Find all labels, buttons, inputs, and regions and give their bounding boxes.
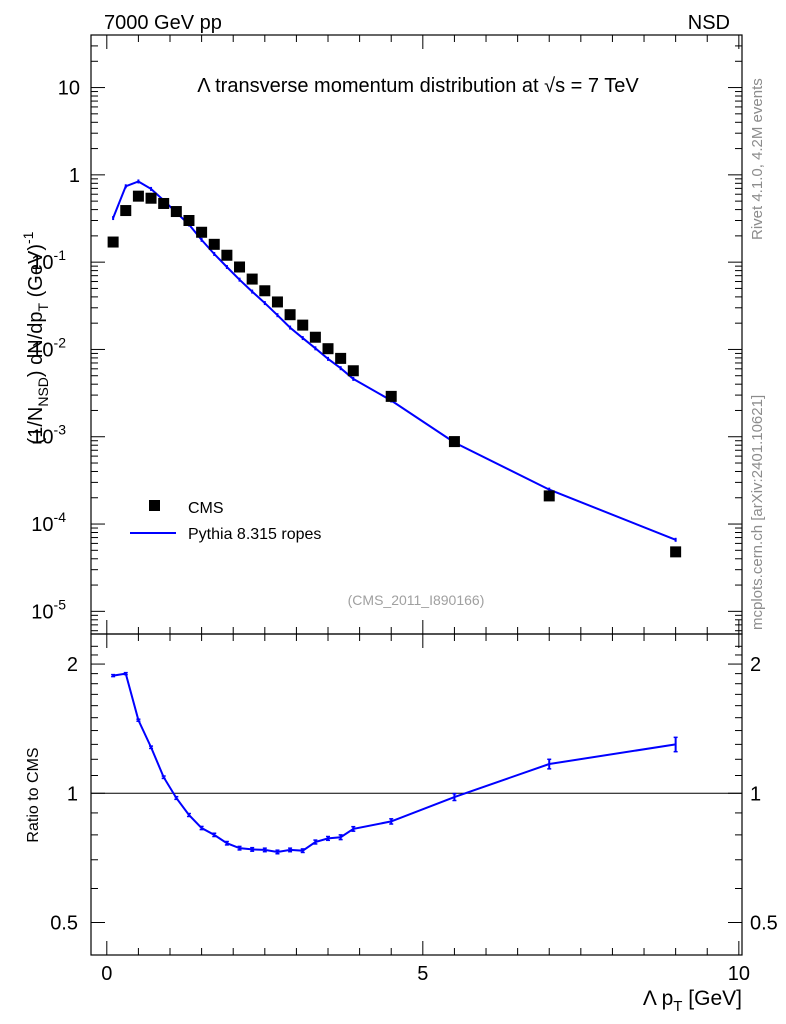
cms-point (107, 236, 119, 248)
ratio-ylabel: Ratio to CMS (25, 747, 42, 842)
process-label: NSD (688, 12, 730, 34)
y-tick-label-right: 0.5 (750, 912, 778, 934)
main-panel: 10-5 10-4 10-3 10-2 10-1 1 10 (1/NNSD) dN/dpT (… (20, 34, 743, 635)
y-tick-label: 10-1 (31, 247, 66, 274)
x-axis-label: Λ pT [GeV] (643, 987, 742, 1015)
x-tick-label: 0 (101, 963, 112, 985)
cms-point (335, 352, 347, 364)
mcplots-label: mcplots.cern.ch [arXiv:2401.10621] (749, 395, 766, 630)
y-tick-label: 0.5 (50, 912, 78, 934)
y-tick-label: 10-3 (31, 422, 66, 449)
y-tick-label-right: 2 (750, 654, 761, 676)
cms-point (448, 436, 460, 448)
cms-point (259, 285, 271, 297)
cms-point (246, 273, 258, 285)
x-tick-label: 10 (728, 963, 750, 985)
ratio-line (112, 672, 676, 853)
cms-point (221, 249, 233, 261)
main-frame (90, 34, 743, 635)
y-tick-label: 2 (67, 654, 78, 676)
cms-point (120, 205, 132, 217)
x-tick-label: 5 (417, 963, 428, 985)
cms-point (309, 331, 321, 343)
y-tick-label: 10-4 (31, 509, 66, 536)
cms-point (170, 206, 182, 218)
cms-point (158, 197, 170, 209)
cms-point (284, 309, 296, 321)
analysis-tag: (CMS_2011_I890166) (348, 592, 485, 608)
ratio-frame (90, 633, 743, 956)
labels-layer: 7000 GeV pp NSD Λ transverse momentum di… (25, 12, 766, 843)
cms-point (322, 343, 334, 355)
legend-cms-label: CMS (188, 500, 224, 517)
y-tick-label: 10-5 (31, 596, 66, 623)
cms-point (145, 192, 157, 204)
chart-title: Λ transverse momentum distribution at √s… (197, 75, 639, 97)
y-tick-label: 1 (67, 783, 78, 805)
energy-label: 7000 GeV pp (104, 12, 222, 34)
y-tick-label: 1 (69, 165, 80, 187)
legend-cms-marker (149, 500, 160, 511)
cms-point (183, 214, 195, 226)
cms-point (543, 490, 555, 502)
y-tick-label: 10-2 (31, 334, 66, 361)
cms-point (196, 226, 208, 238)
cms-point (132, 190, 144, 202)
legend-pythia-label: Pythia 8.315 ropes (188, 526, 321, 543)
cms-point (297, 319, 309, 331)
cms-point (385, 390, 397, 402)
cms-point (347, 365, 359, 377)
y-tick-label: 10 (58, 78, 80, 100)
cms-point (670, 546, 682, 558)
y-axis-label: (1/NNSD) dN/dpT (GeV)-1 (20, 231, 51, 444)
ratio-panel: 0 5 10Λ pT [GeV] 0.5 0.5 1 1 2 2 (50, 633, 778, 1015)
cms-point (208, 238, 220, 250)
y-tick-label-right: 1 (750, 783, 761, 805)
rivet-label: Rivet 4.1.0, 4.2M events (749, 78, 766, 240)
cms-point (234, 261, 246, 273)
cms-point (271, 296, 283, 308)
